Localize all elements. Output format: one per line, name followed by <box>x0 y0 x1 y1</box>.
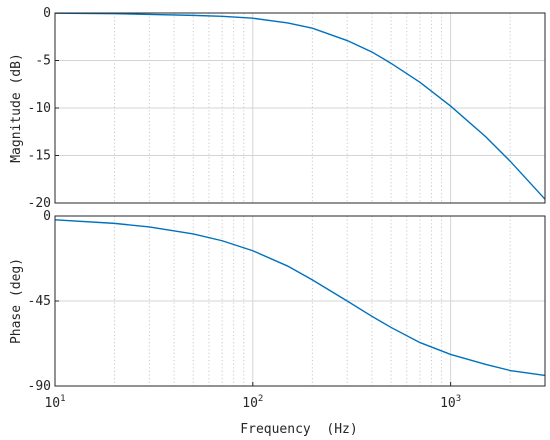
y-tick-label: -15 <box>28 149 51 164</box>
y-tick-label: 0 <box>43 6 51 21</box>
x-tick-label: 101 <box>44 394 65 411</box>
y-tick-label: -90 <box>28 379 51 394</box>
frequency-x-ticks: 101 102 103 <box>44 382 461 411</box>
phase-curve <box>54 219 546 377</box>
phase-y-axis-label: Phase (deg) <box>9 258 24 344</box>
y-tick-label: -10 <box>28 101 51 116</box>
frequency-x-axis-label: Frequency (Hz) <box>240 422 357 437</box>
magnitude-y-ticks: 0 -5 -10 -15 -20 <box>28 6 59 211</box>
phase-panel: 0 -45 -90 101 102 103 Phase (deg) Frequency … <box>9 209 546 437</box>
y-tick-label: -20 <box>28 196 51 211</box>
magnitude-grid <box>55 13 545 203</box>
phase-grid <box>55 216 545 386</box>
magnitude-curve <box>54 12 546 200</box>
y-tick-label: -5 <box>35 54 51 69</box>
x-tick-label: 103 <box>440 394 461 411</box>
y-tick-label: -45 <box>28 294 51 309</box>
magnitude-y-axis-label: Magnitude (dB) <box>9 53 24 163</box>
y-tick-label: 0 <box>43 209 51 224</box>
x-tick-label: 102 <box>242 394 263 411</box>
phase-y-ticks: 0 -45 -90 <box>28 209 59 394</box>
magnitude-panel: 0 -5 -10 -15 -20 Magnitude (dB) <box>9 6 546 211</box>
